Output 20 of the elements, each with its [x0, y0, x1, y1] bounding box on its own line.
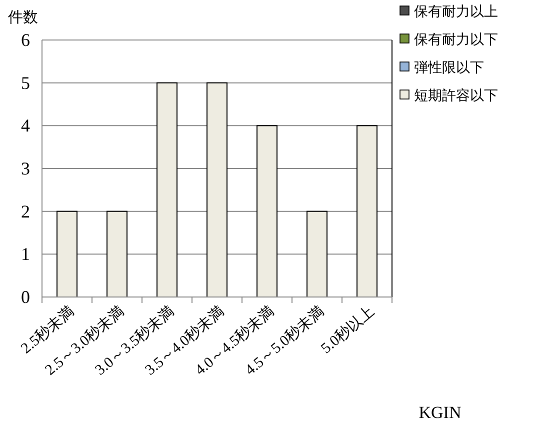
bar	[156, 82, 178, 298]
bar	[206, 82, 228, 298]
y-tick-label: 4	[21, 116, 30, 136]
legend-label: 短期許容以下	[414, 88, 498, 104]
bar	[356, 125, 378, 298]
x-axis-title: KGIN	[418, 403, 462, 422]
y-tick-label: 0	[21, 287, 30, 307]
legend-label: 弾性限以下	[414, 60, 484, 76]
y-axis-title: 件数	[8, 8, 38, 26]
y-tick-label: 5	[21, 72, 30, 93]
bar	[306, 210, 328, 298]
y-tick-label: 6	[21, 30, 30, 50]
bar	[256, 125, 278, 298]
y-tick-label: 3	[21, 158, 30, 178]
bar	[56, 210, 78, 298]
y-tick-label: 2	[21, 201, 30, 222]
legend-label: 保有耐力以上	[414, 4, 498, 20]
bar	[106, 210, 128, 298]
y-tick-label: 1	[21, 244, 30, 264]
legend-label: 保有耐力以下	[414, 32, 498, 48]
